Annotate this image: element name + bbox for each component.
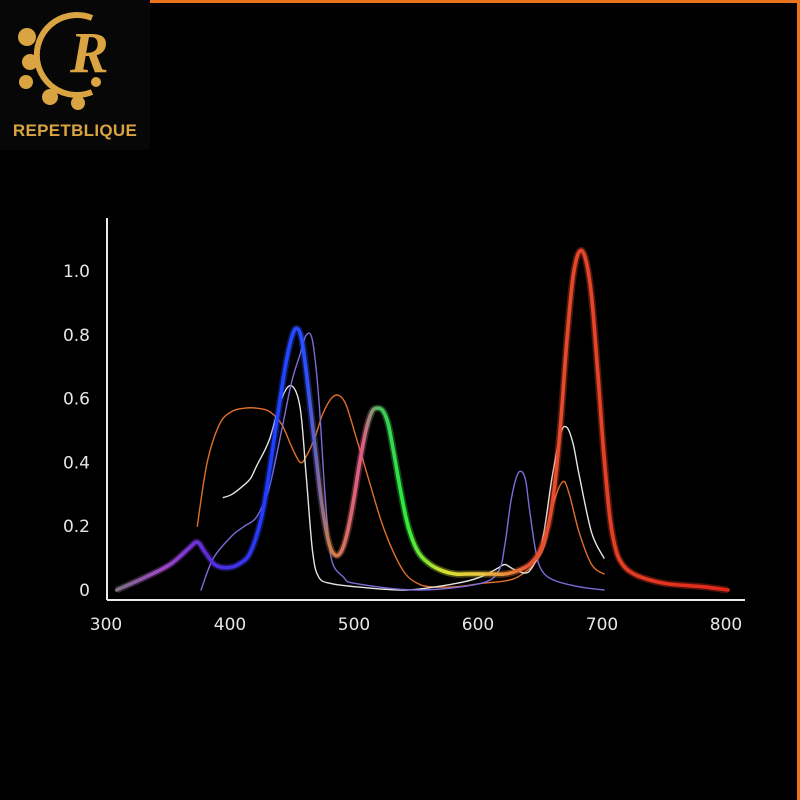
y-tick-label: 0.4 (63, 453, 90, 473)
x-tick-label: 300 (90, 615, 122, 635)
y-tick-label: 0 (79, 581, 90, 601)
series-line-main (114, 248, 730, 592)
y-tick-label: 0.8 (63, 326, 90, 346)
logo-letter: R (69, 20, 109, 85)
y-tick-label: 1.0 (63, 262, 90, 282)
x-tick-label: 800 (710, 615, 742, 635)
logo-mark-icon: R (18, 12, 109, 110)
x-tick-label: 400 (214, 615, 246, 635)
brand-logo: R REPETBLIQUE (0, 0, 150, 150)
x-tick-label: 700 (586, 615, 618, 635)
x-tick-label: 600 (462, 615, 494, 635)
y-tick-label: 0.6 (63, 390, 90, 410)
y-tick-label: 0.2 (63, 517, 90, 537)
brand-name: REPETBLIQUE (12, 121, 138, 140)
series-line-3 (200, 332, 605, 591)
series-line-glow (115, 246, 729, 594)
x-tick-label: 500 (338, 615, 370, 635)
